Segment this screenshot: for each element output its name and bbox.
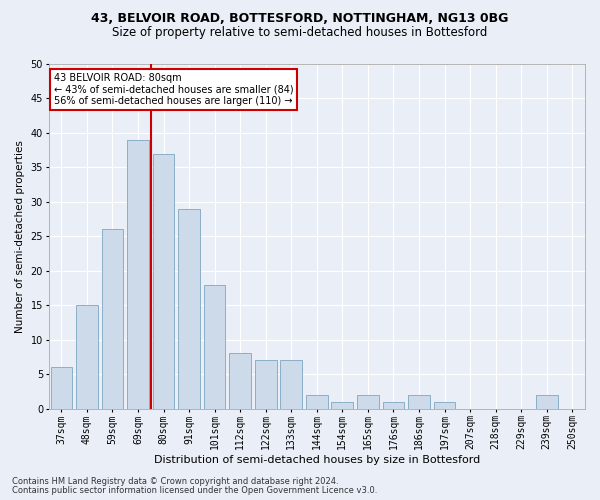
Bar [536,395,557,408]
Text: Contains HM Land Registry data © Crown copyright and database right 2024.: Contains HM Land Registry data © Crown c… [12,477,338,486]
Text: 43, BELVOIR ROAD, BOTTESFORD, NOTTINGHAM, NG13 0BG: 43, BELVOIR ROAD, BOTTESFORD, NOTTINGHAM… [91,12,509,26]
Bar [152,154,175,408]
Text: Contains public sector information licensed under the Open Government Licence v3: Contains public sector information licen… [12,486,377,495]
Text: 43 BELVOIR ROAD: 80sqm
← 43% of semi-detached houses are smaller (84)
56% of sem: 43 BELVOIR ROAD: 80sqm ← 43% of semi-det… [54,72,293,106]
Y-axis label: Number of semi-detached properties: Number of semi-detached properties [15,140,25,333]
X-axis label: Distribution of semi-detached houses by size in Bottesford: Distribution of semi-detached houses by … [154,455,480,465]
Bar [229,354,251,408]
Text: Size of property relative to semi-detached houses in Bottesford: Size of property relative to semi-detach… [112,26,488,39]
Bar [383,402,404,408]
Bar [204,284,226,408]
Bar [127,140,149,408]
Bar [280,360,302,408]
Bar [357,395,379,408]
Bar [50,368,72,408]
Bar [408,395,430,408]
Bar [434,402,455,408]
Bar [255,360,277,408]
Bar [331,402,353,408]
Bar [76,305,98,408]
Bar [306,395,328,408]
Bar [178,208,200,408]
Bar [101,230,124,408]
